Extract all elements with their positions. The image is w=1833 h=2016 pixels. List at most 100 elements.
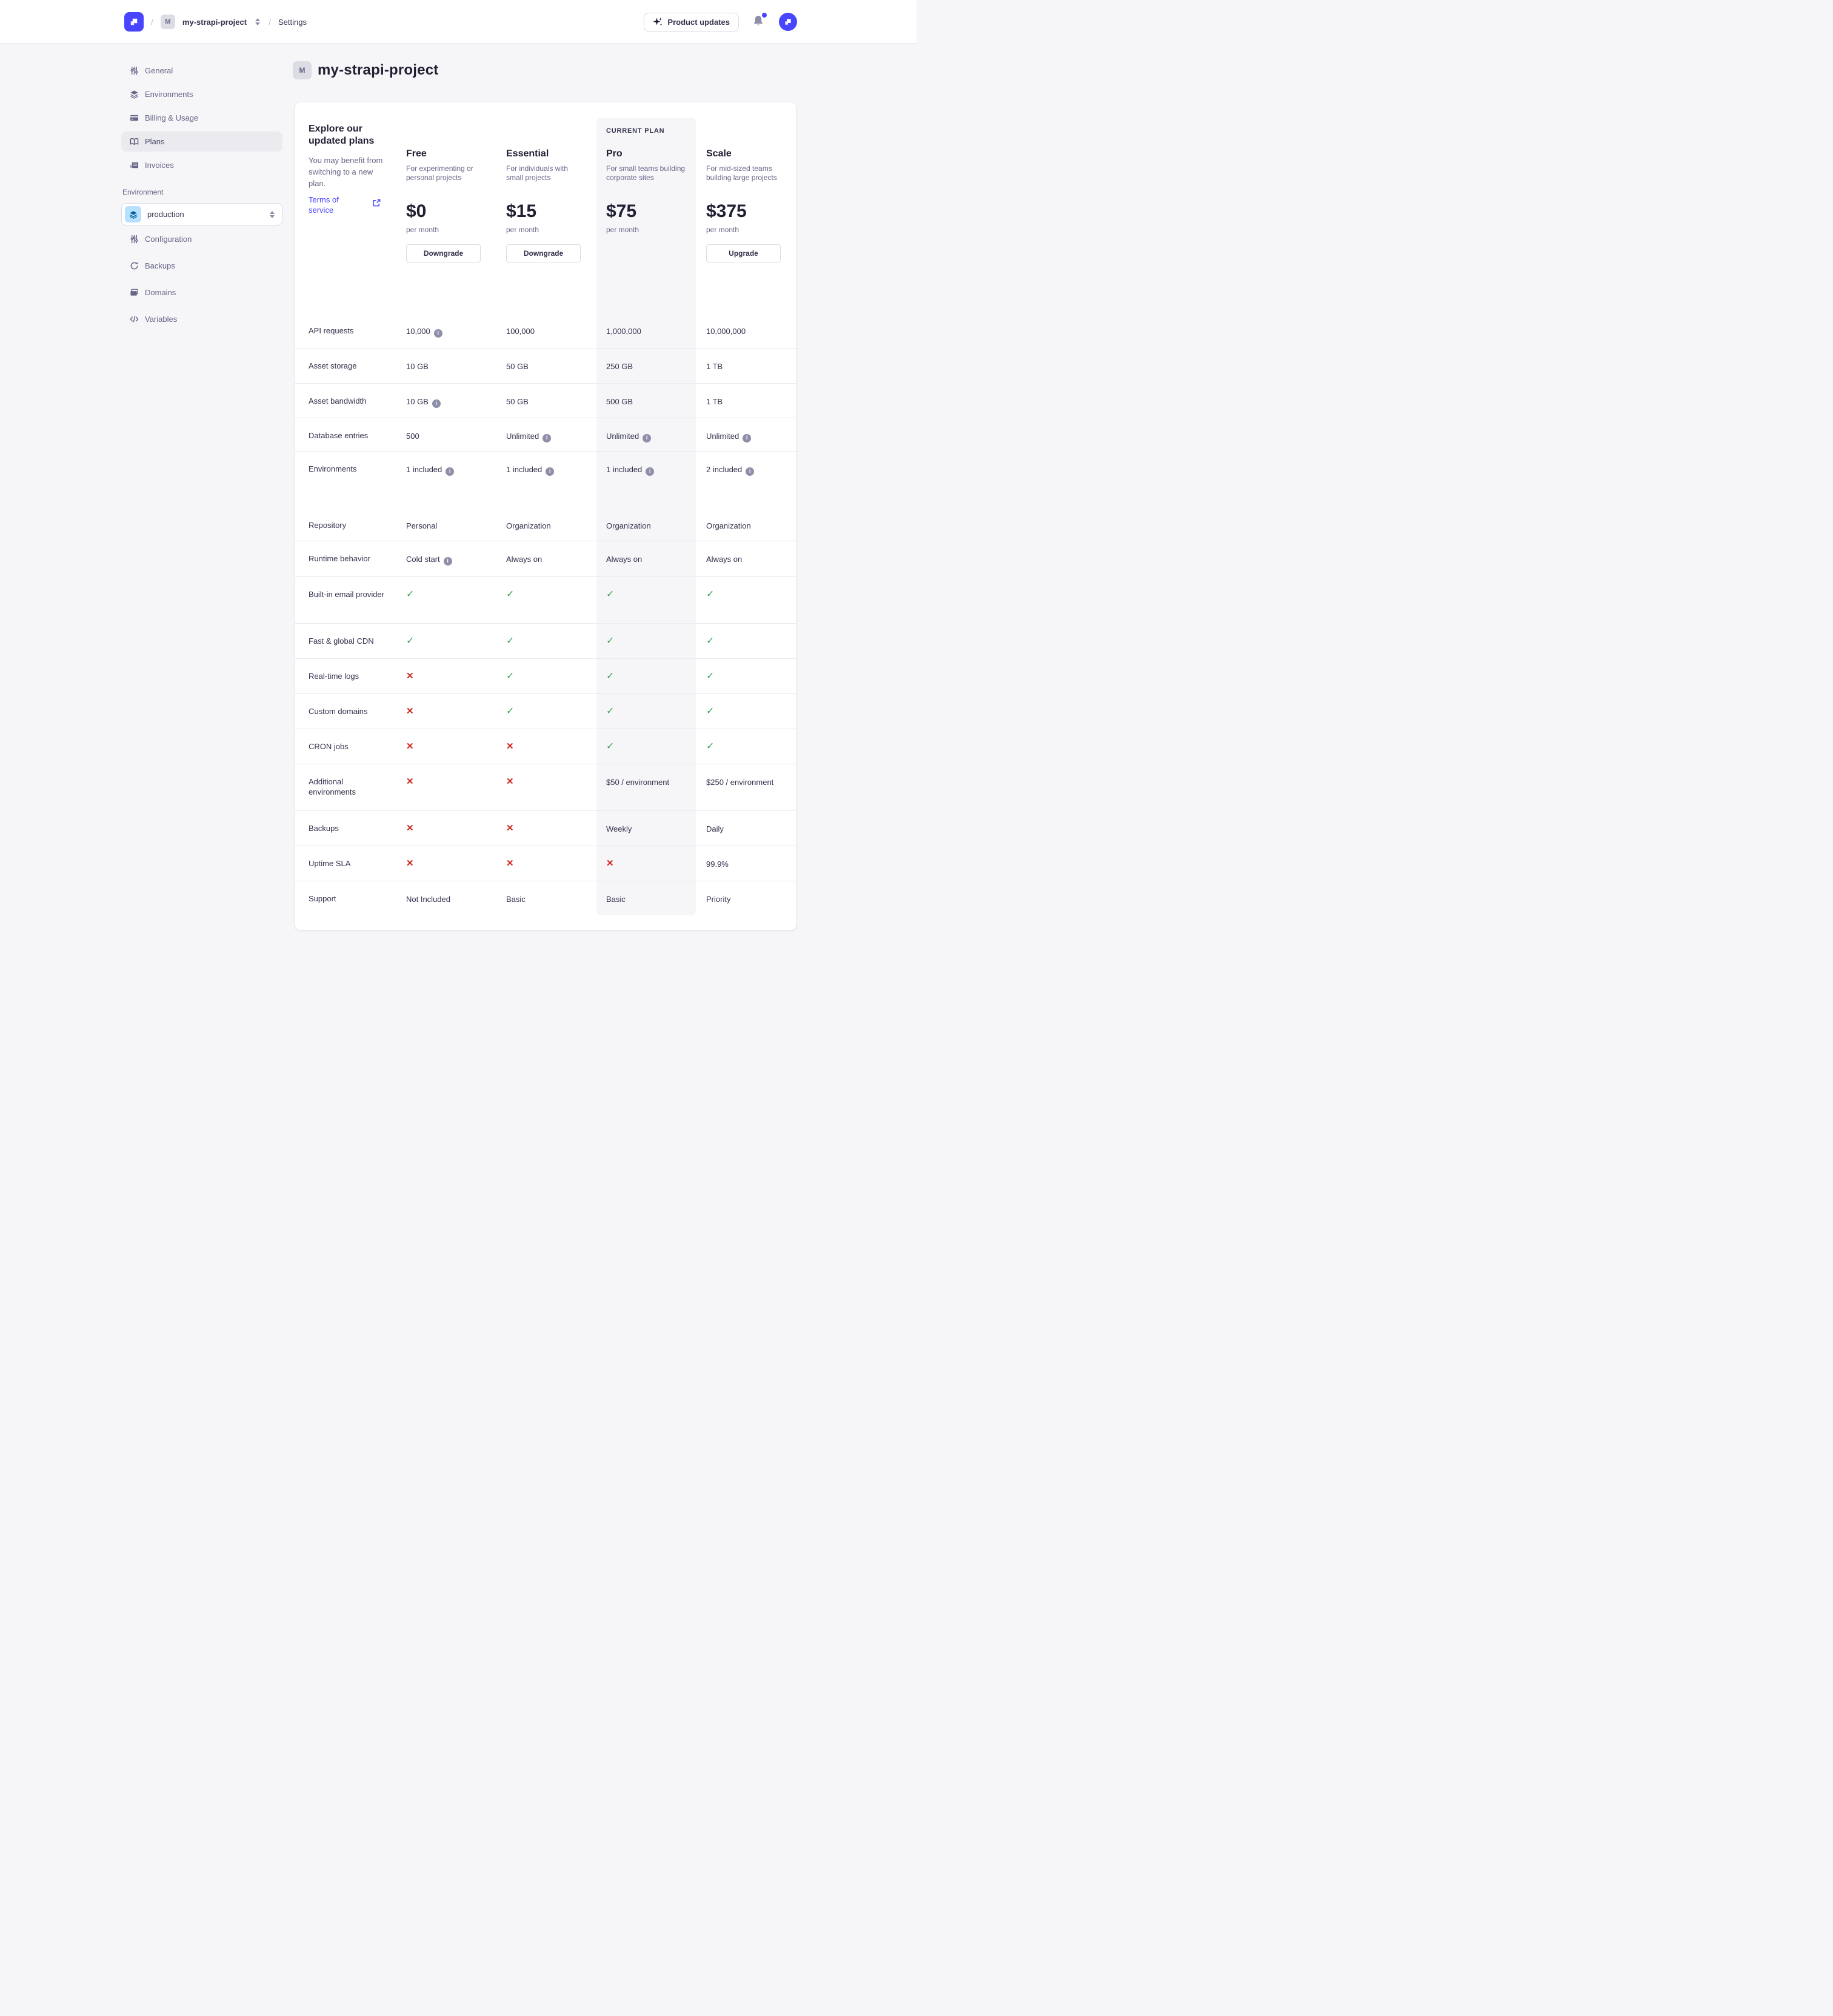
check-icon: ✓ xyxy=(706,741,715,752)
feature-value: Organization xyxy=(606,521,651,531)
info-icon[interactable]: i xyxy=(646,467,655,476)
info-icon[interactable]: i xyxy=(743,433,752,442)
sidebar-item-configuration[interactable]: Configuration xyxy=(121,229,282,249)
project-initial-badge: M xyxy=(293,61,312,79)
sidebar-item-billing-usage[interactable]: Billing & Usage xyxy=(121,108,282,128)
notifications-button[interactable] xyxy=(752,13,767,29)
project-switcher-chevrons-icon[interactable] xyxy=(254,17,261,27)
sidebar-item-label: Invoices xyxy=(145,161,174,170)
plan-period: per month xyxy=(706,225,740,234)
feature-cell: 500 GB xyxy=(606,384,706,418)
info-icon[interactable]: i xyxy=(543,433,552,442)
layers-icon xyxy=(130,90,138,99)
product-updates-label: Product updates xyxy=(667,17,730,27)
sidebar-item-variables[interactable]: Variables xyxy=(121,309,282,329)
feature-value: 1 included xyxy=(406,465,442,475)
sidebar-item-backups[interactable]: Backups xyxy=(121,256,282,276)
external-link-icon[interactable] xyxy=(372,198,381,210)
plan-name: Essential xyxy=(506,149,549,159)
cross-icon: ✕ xyxy=(506,741,514,752)
breadcrumb-section: Settings xyxy=(278,17,307,27)
feature-cell: ✕ xyxy=(506,729,606,764)
feature-cell: Always on xyxy=(706,541,783,576)
info-icon[interactable]: i xyxy=(546,467,555,476)
downgrade-button-free[interactable]: Downgrade xyxy=(406,244,481,262)
table-row: Uptime SLA ✕ ✕ ✕ 99.9% xyxy=(295,846,796,881)
environment-icon xyxy=(125,206,141,222)
settings-sidebar: General Environments Billing & Usage Pla… xyxy=(121,61,282,336)
feature-cell: 500 xyxy=(406,418,506,451)
cross-icon: ✕ xyxy=(406,823,414,833)
code-icon xyxy=(130,316,139,322)
feature-cell: ✓ xyxy=(506,577,606,623)
plan-period: per month xyxy=(506,225,539,234)
info-icon[interactable]: i xyxy=(432,399,441,408)
feature-label: Fast & global CDN xyxy=(309,636,374,646)
plan-period: per month xyxy=(606,225,639,234)
check-icon: ✓ xyxy=(506,671,515,681)
downgrade-button-essential[interactable]: Downgrade xyxy=(506,244,581,262)
feature-value: 1 included xyxy=(606,465,643,475)
feature-value: Always on xyxy=(706,555,743,564)
sidebar-item-label: Variables xyxy=(145,315,178,324)
feature-cell: Not Included xyxy=(406,881,506,930)
info-icon[interactable]: i xyxy=(443,556,452,566)
feature-value: Priority xyxy=(706,895,731,904)
feature-label: Real-time logs xyxy=(309,672,359,681)
sidebar-item-environments[interactable]: Environments xyxy=(121,84,282,104)
sidebar-item-general[interactable]: General xyxy=(121,61,282,81)
terms-of-service-link[interactable]: Terms of service xyxy=(309,195,339,215)
sidebar-item-label: Configuration xyxy=(145,235,192,244)
table-row: Support Not Included Basic Basic Priorit… xyxy=(295,881,796,930)
sidebar-item-label: Billing & Usage xyxy=(145,113,199,122)
upgrade-button-scale[interactable]: Upgrade xyxy=(706,244,781,262)
page-title: my-strapi-project xyxy=(318,62,439,78)
sidebar-item-plans[interactable]: Plans xyxy=(121,132,282,152)
feature-value: 1 included xyxy=(506,465,543,475)
feature-value: $50 / environment xyxy=(606,778,670,787)
breadcrumb-separator: / xyxy=(269,17,271,27)
cross-icon: ✕ xyxy=(406,741,414,752)
plan-name: Scale xyxy=(706,149,732,159)
credit-card-icon xyxy=(130,115,139,121)
top-navbar: / M my-strapi-project / Settings Product… xyxy=(0,0,916,44)
environment-select[interactable]: production xyxy=(121,203,282,225)
feature-cell: ✓ xyxy=(606,729,706,764)
environment-select-value: production xyxy=(147,210,184,219)
feature-cell: 10 GB i xyxy=(406,384,506,418)
plan-name: Free xyxy=(406,149,427,159)
feature-label: Built-in email provider xyxy=(309,590,384,599)
info-icon[interactable]: i xyxy=(643,433,652,442)
feature-value: Always on xyxy=(606,555,643,564)
feature-cell: Cold start i xyxy=(406,541,506,576)
sidebar-item-domains[interactable]: Domains xyxy=(121,282,282,302)
feature-cell: ✕ xyxy=(606,846,706,881)
feature-value: Unlimited xyxy=(606,432,639,441)
feature-value: 10,000,000 xyxy=(706,327,746,336)
feature-cell: ✓ xyxy=(706,624,783,658)
feature-cell: ✕ xyxy=(406,811,506,846)
strapi-logo[interactable] xyxy=(124,12,144,32)
sidebar-item-invoices[interactable]: $ Invoices xyxy=(121,155,282,175)
info-icon[interactable]: i xyxy=(746,467,755,476)
breadcrumb-project-name[interactable]: my-strapi-project xyxy=(182,17,247,27)
feature-value: 1 TB xyxy=(706,397,723,407)
feature-cell: Daily xyxy=(706,811,783,846)
cross-icon: ✕ xyxy=(406,706,414,716)
cross-icon: ✕ xyxy=(406,858,414,869)
info-icon[interactable]: i xyxy=(433,329,442,338)
table-row: Backups ✕ ✕ Weekly Daily xyxy=(295,810,796,846)
feature-cell: ✕ xyxy=(406,694,506,729)
feature-value: Cold start xyxy=(406,555,440,564)
feature-label: Asset bandwidth xyxy=(309,396,367,406)
account-avatar[interactable] xyxy=(779,13,797,31)
product-updates-button[interactable]: Product updates xyxy=(644,12,739,32)
invoice-icon: $ xyxy=(130,162,139,169)
feature-label: Custom domains xyxy=(309,707,368,716)
info-icon[interactable]: i xyxy=(446,467,455,476)
sliders-icon xyxy=(130,235,138,244)
table-row: Runtime behavior Cold start i Always on A… xyxy=(295,541,796,576)
check-icon: ✓ xyxy=(606,636,615,646)
plans-subheading: You may benefit from switching to a new … xyxy=(309,156,383,188)
feature-cell: 50 GB xyxy=(506,349,606,383)
